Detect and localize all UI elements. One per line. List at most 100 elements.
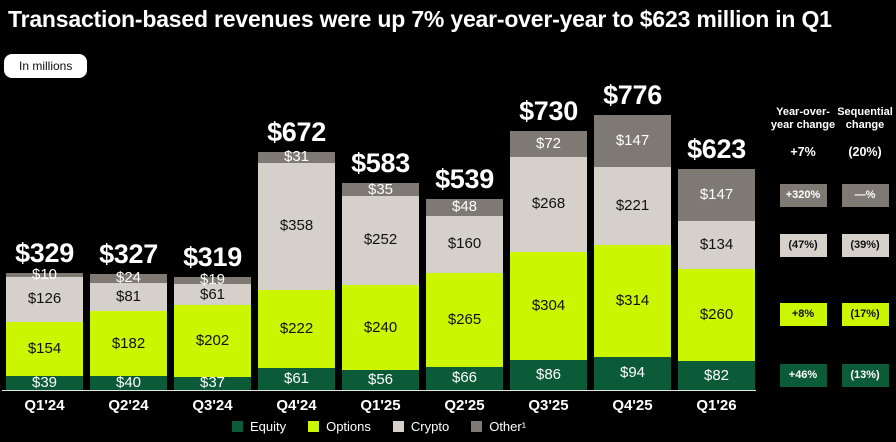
x-axis-label: Q4'25 (612, 397, 653, 414)
segment-value-label: $252 (363, 231, 398, 249)
bar-total-label: $539 (435, 163, 494, 194)
segment-value-label: $66 (451, 369, 478, 387)
bar-segment-other (90, 274, 167, 283)
change-column-header: Year-over-year change (770, 106, 836, 131)
chart-legend: Equity Options Crypto Other¹ (0, 419, 758, 434)
bar-segment-options (426, 272, 503, 367)
segment-value-label: $56 (367, 371, 394, 389)
bar-segment-options (594, 245, 671, 357)
page-title: Transaction-based revenues were up 7% ye… (8, 6, 832, 32)
bar-total-label: $672 (267, 116, 326, 147)
bar-segment-other (6, 273, 83, 277)
bar-segment-crypto (258, 162, 335, 290)
segment-value-label: $35 (367, 180, 394, 198)
change-column-total: (20%) (848, 145, 882, 159)
segment-value-label: $222 (279, 320, 314, 337)
segment-value-label: $134 (699, 236, 734, 253)
x-axis-label: Q3'25 (528, 397, 569, 414)
change-column-total: +7% (790, 145, 816, 159)
bar-total-label: $623 (687, 134, 746, 165)
segment-value-label: $202 (195, 332, 230, 350)
bar-segment-options (174, 305, 251, 377)
bar-total-label: $583 (351, 148, 410, 179)
x-axis-label: Q1'26 (696, 397, 737, 414)
bar-segment-equity (6, 376, 83, 390)
bar-segment-equity (90, 375, 167, 390)
bar-segment-other (510, 131, 587, 157)
bar-segment-other (594, 114, 671, 168)
bar-segment-crypto (6, 276, 83, 322)
bar-segment-crypto (510, 156, 587, 252)
bar-segment-other (174, 276, 251, 284)
bar-segment-options (90, 311, 167, 376)
legend-item-other: Other¹ (471, 419, 526, 434)
segment-value-label: $154 (27, 339, 62, 357)
bar-segment-equity (342, 370, 419, 390)
x-axis-label: Q4'24 (276, 397, 317, 414)
segment-value-label: $260 (699, 305, 734, 323)
x-axis-label: Q2'25 (444, 397, 485, 414)
bar-segment-options (258, 289, 335, 369)
segment-value-label: $82 (703, 366, 730, 384)
segment-value-label: $221 (615, 197, 650, 215)
segment-value-label: $39 (31, 374, 58, 392)
bar-segment-crypto (174, 283, 251, 306)
change-badge-equity: +46% (779, 364, 827, 387)
segment-value-label: $240 (363, 318, 398, 336)
legend-swatch-icon (308, 421, 320, 432)
legend-item-crypto: Crypto (392, 419, 450, 434)
segment-value-label: $160 (447, 235, 482, 253)
change-badge-options: (17%) (841, 303, 889, 327)
segment-value-label: $10 (31, 266, 58, 284)
bar-segment-options (342, 285, 419, 371)
segment-value-label: $31 (283, 148, 310, 166)
change-badge-equity: (13%) (841, 364, 889, 387)
change-badge-crypto: (47%) (779, 233, 827, 257)
bar-total-label: $327 (99, 239, 158, 270)
change-badge-crypto: (39%) (841, 233, 889, 257)
x-axis-label: Q2'24 (108, 397, 149, 414)
x-axis-line (2, 390, 756, 391)
bar-segment-crypto (90, 282, 167, 312)
segment-value-label: $182 (111, 334, 146, 352)
bar-segment-equity (594, 356, 671, 390)
legend-item-equity: Equity (231, 419, 287, 434)
bar-segment-equity (426, 366, 503, 390)
segment-value-label: $314 (615, 292, 650, 309)
change-badge-options: +8% (779, 303, 827, 327)
bar-total-label: $319 (183, 241, 242, 272)
segment-value-label: $86 (535, 365, 562, 383)
bar-segment-options (678, 268, 755, 361)
segment-value-label: $147 (615, 132, 650, 149)
change-panel: Year-over-year change +7% Sequential change… (758, 0, 896, 442)
change-column-header: Sequential change (837, 106, 893, 131)
bar-segment-crypto (594, 167, 671, 246)
bar-segment-crypto (426, 215, 503, 273)
units-badge: In millions (4, 54, 88, 78)
bar-total-label: $776 (603, 79, 662, 110)
segment-value-label: $265 (447, 310, 482, 328)
bar-segment-other (258, 151, 335, 163)
legend-label: Crypto (410, 419, 450, 434)
segment-value-label: $40 (115, 373, 142, 391)
legend-label: Options (326, 419, 371, 434)
segment-value-label: $61 (283, 370, 310, 388)
segment-value-label: $358 (279, 217, 314, 235)
bar-segment-crypto (678, 221, 755, 269)
bar-segment-options (510, 251, 587, 360)
bar-segment-options (6, 321, 83, 377)
bar-total-label: $730 (519, 96, 578, 127)
segment-value-label: $72 (535, 135, 562, 152)
x-axis-label: Q3'24 (192, 397, 233, 414)
bar-segment-other (342, 183, 419, 196)
bar-segment-other (678, 169, 755, 222)
change-badge-other: —% (841, 183, 889, 207)
segment-value-label: $24 (115, 269, 142, 287)
legend-item-options: Options (308, 419, 371, 434)
bar-segment-equity (258, 368, 335, 390)
legend-label: Equity (249, 419, 287, 434)
bar-segment-equity (174, 376, 251, 390)
segment-value-label: $81 (115, 287, 142, 305)
x-axis-label: Q1'25 (360, 397, 401, 414)
